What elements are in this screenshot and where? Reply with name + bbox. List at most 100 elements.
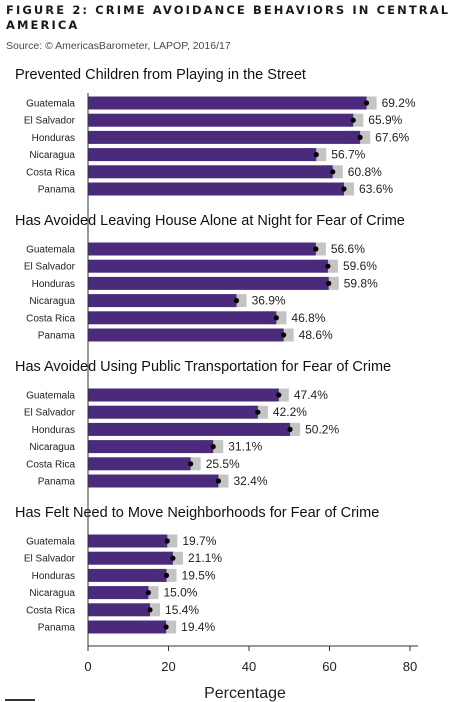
bar xyxy=(88,474,219,488)
bar xyxy=(88,440,214,454)
bar xyxy=(88,422,291,436)
category-label: El Salvador xyxy=(24,116,76,127)
bar xyxy=(88,388,279,402)
footer-rule xyxy=(5,699,35,701)
value-label: 56.6% xyxy=(331,242,365,256)
category-label: Honduras xyxy=(32,279,75,290)
value-label: 56.7% xyxy=(331,148,365,162)
bar xyxy=(88,620,167,634)
category-label: Honduras xyxy=(32,571,75,582)
value-label: 50.2% xyxy=(305,422,339,436)
category-label: El Salvador xyxy=(24,554,76,565)
point-estimate xyxy=(341,186,347,192)
value-label: 25.5% xyxy=(206,457,240,471)
x-tick-label: 20 xyxy=(161,659,175,674)
x-tick-label: 0 xyxy=(84,659,91,674)
value-label: 69.2% xyxy=(382,96,416,110)
category-label: El Salvador xyxy=(24,262,76,273)
point-estimate xyxy=(326,280,332,286)
point-estimate xyxy=(163,572,170,579)
category-label: Costa Rica xyxy=(26,167,75,178)
value-label: 36.9% xyxy=(252,294,286,308)
bar xyxy=(88,534,168,548)
bar xyxy=(88,182,344,196)
point-estimate xyxy=(313,246,319,252)
bar xyxy=(88,405,258,419)
point-estimate xyxy=(170,555,176,561)
value-label: 48.6% xyxy=(299,328,333,342)
value-label: 42.2% xyxy=(273,405,307,419)
value-label: 67.6% xyxy=(375,130,409,144)
point-estimate xyxy=(233,298,240,304)
bar xyxy=(88,259,328,273)
panel-title: Has Avoided Using Public Transportation … xyxy=(15,359,391,375)
category-label: Guatemala xyxy=(26,537,75,548)
value-label: 19.5% xyxy=(182,568,216,582)
bar xyxy=(88,96,367,110)
figure-title: FIGURE 2: CRIME AVOIDANCE BEHAVIORS IN C… xyxy=(6,3,451,32)
category-label: Nicaragua xyxy=(29,150,75,161)
category-label: Nicaragua xyxy=(29,296,75,307)
category-label: Costa Rica xyxy=(26,313,75,324)
point-estimate xyxy=(273,315,279,321)
point-estimate xyxy=(163,624,169,630)
category-label: Honduras xyxy=(32,425,75,436)
category-label: Guatemala xyxy=(26,391,75,402)
value-label: 19.7% xyxy=(182,534,216,548)
x-tick-label: 60 xyxy=(322,659,336,674)
point-estimate xyxy=(276,392,282,398)
category-label: Panama xyxy=(38,331,76,342)
category-label: Guatemala xyxy=(26,99,75,110)
value-label: 15.0% xyxy=(163,586,197,600)
value-label: 15.4% xyxy=(165,603,199,617)
point-estimate xyxy=(287,426,293,432)
point-estimate xyxy=(210,444,216,450)
category-label: Nicaragua xyxy=(29,442,75,453)
bar xyxy=(88,242,316,256)
panel-title: Prevented Children from Playing in the S… xyxy=(15,67,306,83)
bar xyxy=(88,568,167,582)
x-axis-title: Percentage xyxy=(204,685,286,702)
bar xyxy=(88,311,277,325)
bar xyxy=(88,276,329,290)
value-label: 60.8% xyxy=(348,165,382,179)
bar xyxy=(88,165,333,179)
category-label: Guatemala xyxy=(26,245,75,256)
bar xyxy=(88,603,150,617)
value-label: 19.4% xyxy=(181,620,215,634)
category-label: Honduras xyxy=(32,133,75,144)
category-label: Costa Rica xyxy=(26,459,75,470)
category-label: Panama xyxy=(38,477,76,488)
point-estimate xyxy=(313,152,319,158)
value-label: 32.4% xyxy=(233,474,267,488)
point-estimate xyxy=(281,332,287,338)
point-estimate xyxy=(164,538,170,544)
point-estimate xyxy=(350,117,356,123)
bar xyxy=(88,148,317,162)
category-label: El Salvador xyxy=(24,408,76,419)
point-estimate xyxy=(215,478,222,484)
value-label: 59.6% xyxy=(343,259,377,273)
bar xyxy=(88,457,191,471)
x-tick-label: 80 xyxy=(403,659,417,674)
point-estimate xyxy=(147,607,153,613)
point-estimate xyxy=(255,409,261,415)
point-estimate xyxy=(325,263,331,269)
figure-source: Source: © AmericasBarometer, LAPOP, 2016… xyxy=(6,40,231,52)
bar xyxy=(88,130,361,144)
value-label: 59.8% xyxy=(344,276,378,290)
x-tick-label: 40 xyxy=(242,659,256,674)
value-label: 47.4% xyxy=(294,388,328,402)
category-label: Costa Rica xyxy=(26,605,75,616)
panel-title: Has Avoided Leaving House Alone at Night… xyxy=(15,213,405,229)
value-label: 31.1% xyxy=(228,440,262,454)
panel-title: Has Felt Need to Move Neighborhoods for … xyxy=(15,505,379,521)
point-estimate xyxy=(357,134,363,140)
point-estimate xyxy=(330,169,336,175)
bar xyxy=(88,328,284,342)
value-label: 63.6% xyxy=(359,182,393,196)
category-label: Panama xyxy=(38,623,76,634)
bar xyxy=(88,551,173,565)
bar xyxy=(88,586,149,600)
